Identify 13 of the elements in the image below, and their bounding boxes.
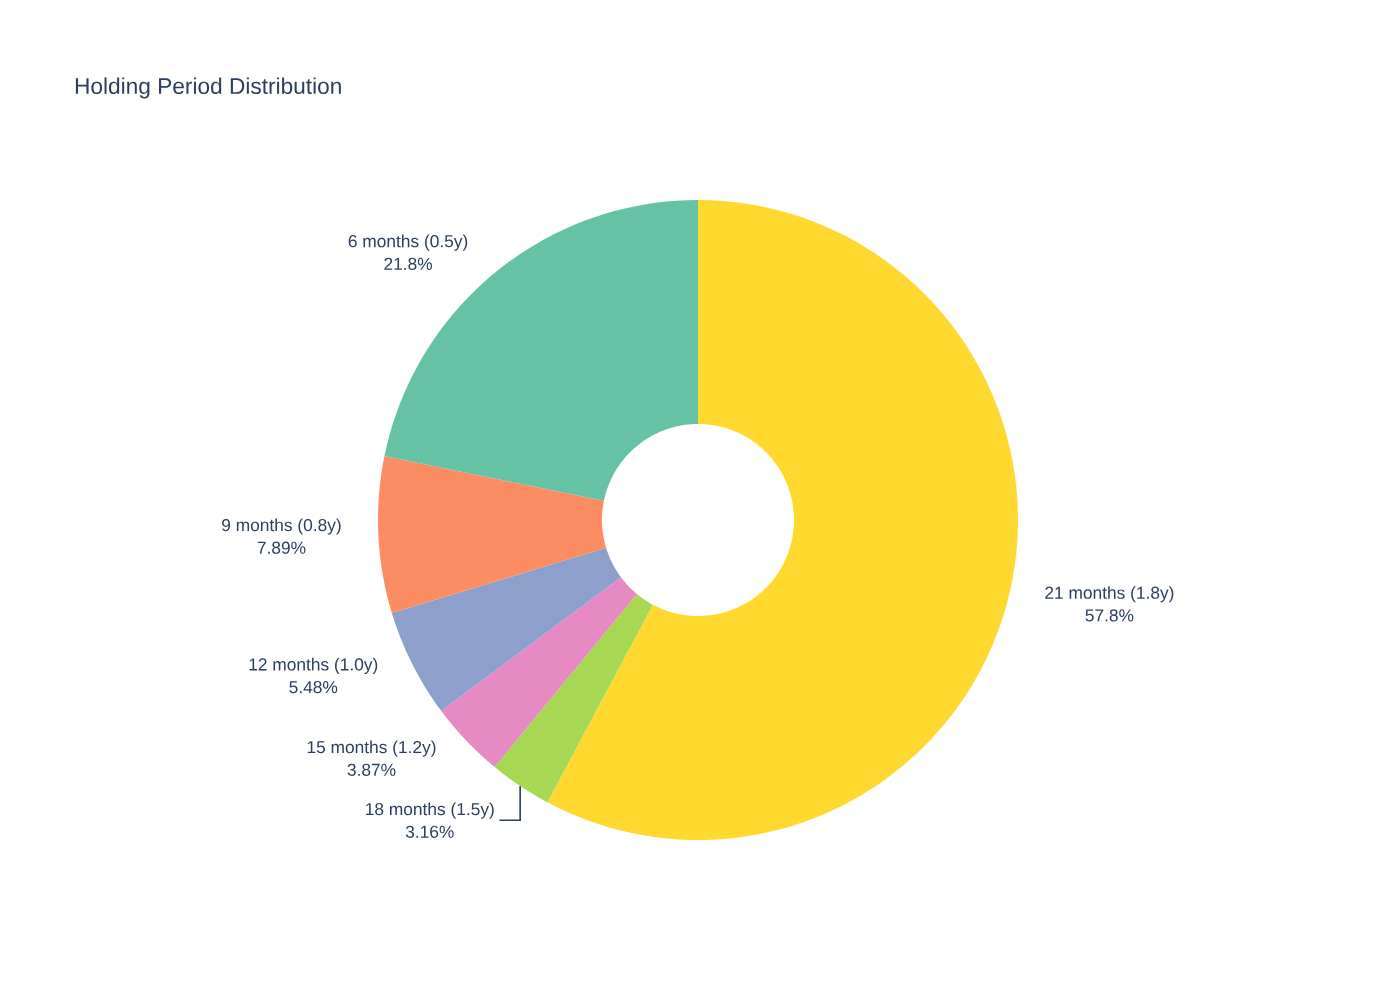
data-label: 7.89% [257,541,306,554]
slice-label: 6 months (0.5y) [348,234,468,251]
slice-label: 15 months (1.2y) [307,740,436,757]
data-label: 5.48% [289,680,338,694]
slice-label: 18 months (1.5y) [366,802,494,819]
slice-label: 12 months (1.0y) [249,657,378,674]
data-label: 3.87% [347,763,396,776]
slice-label: 21 months (1.8y) [1045,586,1174,603]
data-label: 57.8% [1085,609,1134,622]
slice-label: 9 months (0.8y) [222,518,341,535]
chart-title: Holding Period Distribution [75,77,341,99]
data-label: 3.16% [405,825,454,838]
data-label: 21.8% [384,257,433,271]
